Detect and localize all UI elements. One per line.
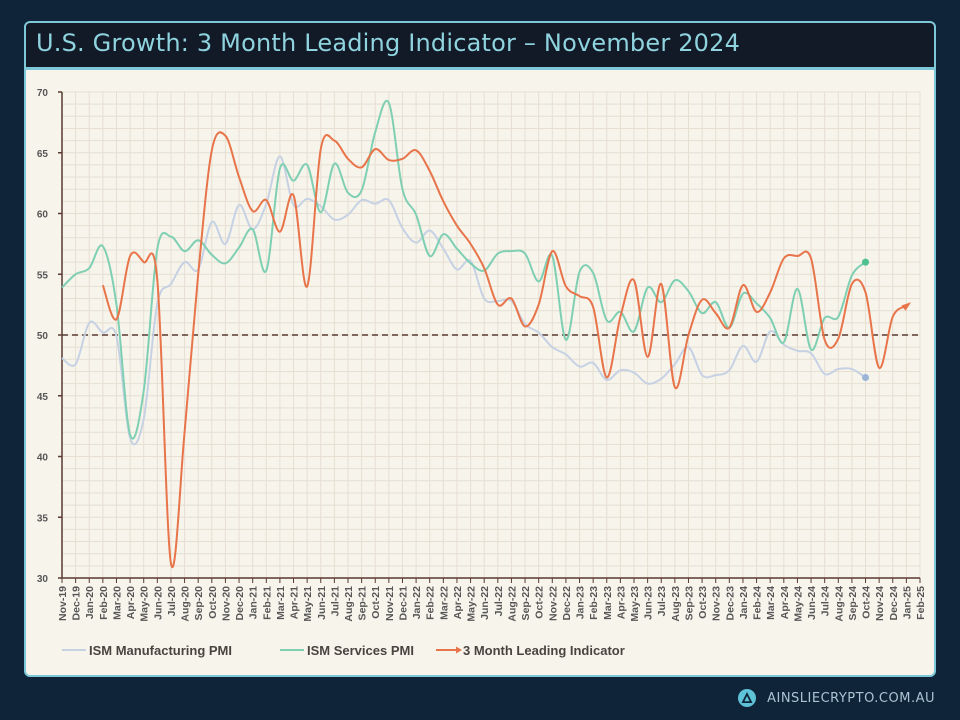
x-tick-label: Aug-24	[833, 586, 845, 622]
x-tick-label: Jan-25	[901, 586, 913, 619]
x-tick-label: Oct-20	[207, 586, 219, 619]
x-tick-label: May-21	[302, 586, 314, 622]
x-tick-label: Jun-22	[479, 586, 491, 620]
legend-label: 3 Month Leading Indicator	[463, 643, 625, 658]
services-pmi-end-marker	[862, 258, 870, 266]
x-tick-label: Apr-24	[779, 586, 791, 619]
x-tick-label: Mar-24	[765, 586, 777, 620]
x-tick-label: Feb-22	[425, 586, 437, 620]
x-tick-label: Jul-20	[166, 586, 178, 617]
x-tick-label: Apr-23	[615, 586, 627, 619]
leading-indicator-points	[102, 135, 907, 564]
manufacturing-pmi-end-marker	[862, 374, 870, 382]
x-tick-label: Jan-24	[738, 586, 750, 619]
x-tick-label: May-22	[466, 586, 478, 622]
x-tick-label: Mar-20	[111, 586, 123, 620]
x-tick-label: Dec-24	[888, 586, 900, 621]
x-tick-label: Feb-25	[915, 586, 927, 620]
x-tick-label: Mar-23	[602, 586, 614, 620]
x-tick-label: Sep-24	[847, 586, 859, 621]
x-tick-label: Sep-22	[520, 586, 532, 621]
y-tick-label: 45	[37, 392, 49, 403]
x-tick-label: Feb-20	[98, 586, 110, 620]
x-tick-label: May-24	[792, 586, 804, 622]
x-tick-label: Dec-19	[71, 586, 83, 621]
x-tick-label: Jun-23	[643, 586, 655, 620]
x-tick-label: Jan-20	[84, 586, 96, 619]
x-tick-label: Oct-24	[861, 586, 873, 619]
x-tick-label: Apr-21	[289, 586, 301, 619]
ainslie-logo-icon	[738, 689, 757, 707]
x-tick-label: Jun-21	[316, 586, 328, 620]
x-tick-label: Aug-21	[343, 586, 355, 622]
x-tick-label: Aug-23	[670, 586, 682, 622]
legend-label: ISM Manufacturing PMI	[89, 643, 232, 658]
grid	[61, 91, 921, 579]
x-tick-label: Feb-24	[752, 586, 764, 620]
legend-label: ISM Services PMI	[307, 643, 414, 658]
manufacturing-pmi-line	[61, 155, 867, 446]
x-tick-label: Dec-23	[724, 586, 736, 621]
x-tick-label: Dec-20	[234, 586, 246, 621]
x-tick-label: Jan-23	[575, 586, 587, 619]
services-pmi-points	[61, 102, 866, 435]
x-tick-label: Dec-22	[561, 586, 573, 621]
title-bar: U.S. Growth: 3 Month Leading Indicator –…	[26, 23, 934, 70]
x-tick-label: Nov-23	[711, 586, 723, 621]
x-tick-label: Apr-20	[125, 586, 137, 619]
x-tick-label: Nov-19	[57, 586, 69, 621]
x-tick-label: Jun-20	[152, 586, 164, 620]
x-tick-label: Apr-22	[452, 586, 464, 619]
x-tick-label: Sep-23	[683, 586, 695, 621]
x-tick-label: Jan-22	[411, 586, 423, 619]
x-tick-label: May-23	[629, 586, 641, 622]
x-tick-label: Dec-21	[397, 586, 409, 621]
y-tick-label: 70	[37, 88, 49, 99]
x-tick-label: Nov-22	[547, 586, 559, 621]
y-tick-label: 55	[37, 270, 49, 281]
services-pmi-line	[61, 99, 867, 440]
brand-url: AINSLIECRYPTO.COM.AU	[767, 690, 935, 706]
legend-item-services-pmi: ISM Services PMI	[280, 643, 414, 658]
x-tick-label: Nov-21	[384, 586, 396, 621]
x-tick-label: Nov-24	[874, 586, 886, 621]
y-tick-label: 50	[37, 331, 49, 342]
x-tick-label: Jul-24	[820, 586, 832, 617]
y-tick-label: 30	[37, 574, 49, 585]
x-tick-label: Jul-22	[493, 586, 505, 617]
footer-brand: AINSLIECRYPTO.COM.AU	[737, 688, 935, 708]
x-tick-label: Jul-23	[656, 586, 668, 617]
x-tick-label: Mar-22	[438, 586, 450, 620]
x-tick-label: Mar-21	[275, 586, 287, 620]
x-tick-label: Oct-21	[370, 586, 382, 619]
y-tick-label: 60	[37, 210, 49, 221]
x-tick-label: Feb-23	[588, 586, 600, 620]
page-title: U.S. Growth: 3 Month Leading Indicator –…	[36, 29, 741, 57]
x-tick-label: Jan-21	[248, 586, 260, 619]
x-tick-label: Sep-21	[357, 586, 369, 621]
y-tick-label: 65	[37, 149, 49, 160]
x-tick-label: Aug-22	[506, 586, 518, 622]
x-tick-label: Jun-24	[806, 586, 818, 620]
arrow-head-icon	[901, 302, 912, 311]
x-tick-label: Feb-21	[261, 586, 273, 620]
x-tick-label: Oct-22	[534, 586, 546, 619]
x-tick-label: Aug-20	[180, 586, 192, 622]
manufacturing-pmi-points	[61, 156, 866, 439]
legend-arrow-icon	[456, 646, 462, 654]
x-tick-label: Jul-21	[329, 586, 341, 617]
x-tick-label: Sep-20	[193, 586, 205, 621]
leading-indicator-line	[101, 131, 908, 568]
x-tick-label: May-20	[139, 586, 151, 622]
legend-item-manufacturing-pmi: ISM Manufacturing PMI	[62, 643, 232, 658]
y-tick-label: 40	[37, 453, 49, 464]
x-tick-label: Nov-20	[220, 586, 232, 621]
legend-item-leading-indicator: 3 Month Leading Indicator	[436, 643, 625, 658]
x-tick-label: Oct-23	[697, 586, 709, 619]
y-tick-label: 35	[37, 513, 49, 524]
